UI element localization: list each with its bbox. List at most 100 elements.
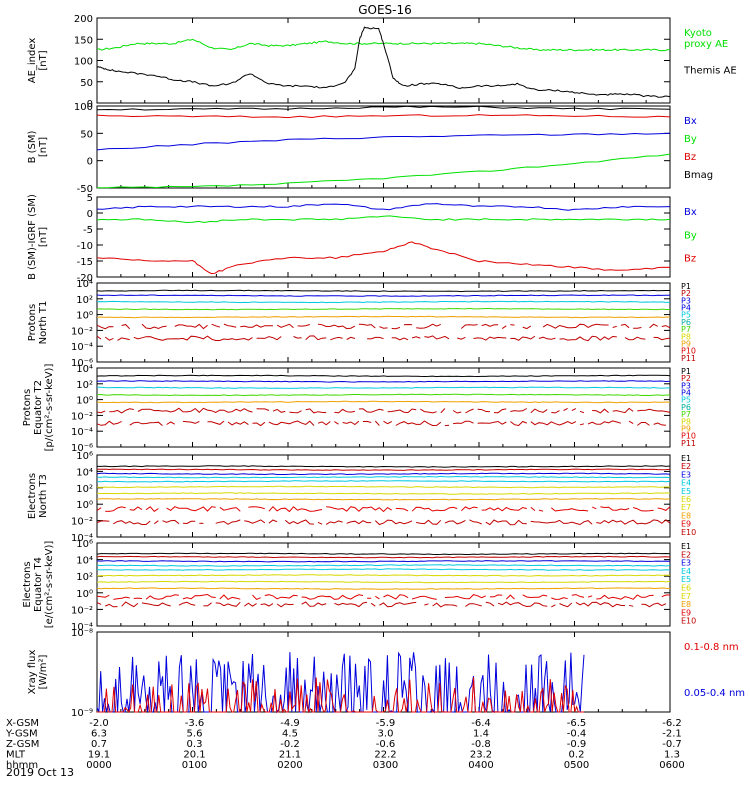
ephem-value: 23.2 bbox=[470, 750, 492, 761]
channel-legend-e1: E1 bbox=[681, 454, 691, 463]
channel-legend-e1: E1 bbox=[681, 542, 691, 551]
panel-2: B (SM)[nT] 100 50 0 -50 Bx By Bz Bmag bbox=[27, 102, 713, 195]
y-tick-label: 150 bbox=[74, 35, 93, 46]
flux-line-5 bbox=[96, 407, 671, 414]
y-tick-label: 10² bbox=[76, 295, 93, 306]
ephem-value: 0200 bbox=[277, 760, 302, 771]
channel-legend-e6: E6 bbox=[681, 584, 691, 593]
channel-legend-p4: P4 bbox=[681, 304, 691, 313]
ephem-value: -2.0 bbox=[89, 718, 109, 729]
y-axis-label: B (SM)[nT] bbox=[27, 130, 49, 163]
ephem-value: -0.6 bbox=[376, 739, 396, 750]
y-tick-label: 10⁻² bbox=[71, 517, 93, 528]
ephem-value: -3.6 bbox=[185, 718, 205, 729]
flux-line-5 bbox=[96, 485, 671, 489]
ephem-label-hhmm: hhmm bbox=[6, 760, 38, 771]
panel-4: ProtonsNorth T1 10⁴ 10² 10⁰ 10⁻² 10⁻⁴ 10⁻⁶ P1P2… bbox=[27, 279, 696, 369]
ephem-label-mlt: MLT bbox=[6, 750, 26, 761]
plot-title: GOES-16 bbox=[358, 3, 412, 17]
legend-label: By bbox=[684, 230, 697, 241]
y-tick-label: 10⁻⁶ bbox=[71, 358, 93, 369]
y-axis-label: ProtonsEquator T2[p/(cm²-s-sr-keV)] bbox=[22, 364, 55, 452]
channel-legend-p2: P2 bbox=[681, 374, 691, 383]
flux-line-8 bbox=[96, 593, 670, 601]
channel-legend-e4: E4 bbox=[681, 567, 691, 576]
flux-line-4 bbox=[96, 480, 671, 483]
ephem-value: 0100 bbox=[182, 760, 207, 771]
ephem-label-x-gsm: X-GSM bbox=[6, 718, 39, 729]
ephem-value: 4.5 bbox=[282, 729, 298, 740]
ephem-value: 3.0 bbox=[378, 729, 394, 740]
ephem-value: -0.2 bbox=[280, 739, 300, 750]
xray-trace-red bbox=[97, 677, 584, 714]
y-tick-label: 0 bbox=[87, 209, 93, 220]
flux-line-2 bbox=[96, 300, 671, 304]
y-tick-label: 10⁻⁴ bbox=[71, 427, 93, 438]
ephem-value: 0000 bbox=[86, 760, 111, 771]
flux-line-3 bbox=[96, 564, 671, 567]
flux-line-8 bbox=[96, 505, 671, 513]
y-tick-label: 10² bbox=[76, 572, 93, 583]
ephem-value: 0400 bbox=[468, 760, 493, 771]
flux-line-4 bbox=[96, 400, 671, 404]
panel-3: B (SM)-IGRF (SM)[nT] 5 0 -5 -10 -15 -20 Bx By Bz bbox=[27, 193, 697, 284]
ephem-value: 22.2 bbox=[374, 750, 396, 761]
flux-line-5 bbox=[96, 574, 671, 577]
flux-line-3 bbox=[96, 393, 671, 397]
channel-legend-p1: P1 bbox=[681, 367, 691, 376]
panel-6: ElectronsNorth T310⁶10⁴10²10⁰10⁻²10⁻⁴E1E… bbox=[27, 451, 696, 544]
channel-legend-e7: E7 bbox=[681, 592, 691, 601]
channel-legend-e7: E7 bbox=[681, 503, 691, 512]
y-tick-label: 10⁻⁸ bbox=[71, 628, 93, 639]
ephem-value: -0.9 bbox=[567, 739, 587, 750]
y-tick-label: 10² bbox=[76, 380, 93, 391]
series-line-1 bbox=[96, 215, 671, 224]
channel-legend-p11: P11 bbox=[681, 354, 696, 363]
xray-legend-1: 0.05-0.4 nm bbox=[684, 688, 745, 699]
channel-legend-e10: E10 bbox=[681, 528, 696, 537]
y-tick-label: 10⁻² bbox=[71, 411, 93, 422]
date-label: 2019 Oct 13 bbox=[6, 766, 74, 779]
ephem-value: -0.8 bbox=[471, 739, 491, 750]
y-axis-label: B (SM)-IGRF (SM)[nT] bbox=[27, 194, 49, 280]
y-tick-label: -5 bbox=[83, 225, 93, 236]
legend-label: Kyoto proxy AE bbox=[684, 28, 728, 50]
panel-frame bbox=[96, 542, 671, 627]
y-tick-label: 10⁴ bbox=[76, 364, 93, 375]
flux-line-2 bbox=[96, 386, 671, 389]
legend-label: Bz bbox=[684, 152, 696, 163]
legend-label: Bx bbox=[684, 116, 697, 127]
flux-line-6 bbox=[97, 421, 670, 426]
ephem-value: 6.3 bbox=[91, 729, 107, 740]
y-tick-label: 50 bbox=[80, 78, 93, 89]
y-tick-label: 200 bbox=[74, 14, 93, 25]
ephem-value: 21.1 bbox=[279, 750, 301, 761]
series-line-3 bbox=[96, 105, 671, 111]
ephem-value: -2.1 bbox=[662, 729, 682, 740]
ephem-value: 1.4 bbox=[473, 729, 489, 740]
flux-line-7 bbox=[96, 498, 671, 501]
channel-legend-e5: E5 bbox=[681, 575, 691, 584]
y-tick-label: 100 bbox=[74, 57, 93, 68]
flux-line-5 bbox=[96, 323, 671, 330]
flux-line-1 bbox=[96, 294, 670, 297]
xray-legend-0: 0.1-0.8 nm bbox=[684, 642, 739, 653]
flux-line-4 bbox=[96, 315, 671, 319]
y-tick-label: 0 bbox=[87, 157, 93, 168]
y-tick-label: 10⁶ bbox=[76, 451, 93, 462]
series-line-1 bbox=[96, 26, 671, 98]
y-tick-label: 10⁻² bbox=[71, 605, 93, 616]
panel-1: AE_index[nT] 200 150 100 50 0 Kyoto proxy AE The… bbox=[27, 14, 737, 110]
ephem-label-z-gsm: Z-GSM bbox=[6, 739, 39, 750]
y-tick-label: -10 bbox=[77, 241, 93, 252]
ephem-value: -4.9 bbox=[280, 718, 300, 729]
channel-legend-e4: E4 bbox=[681, 479, 691, 488]
channel-legend-p1: P1 bbox=[681, 282, 691, 291]
channel-legend-e6: E6 bbox=[681, 495, 691, 504]
channel-legend-p10: P10 bbox=[681, 347, 696, 356]
channel-legend-p6: P6 bbox=[681, 318, 691, 327]
y-tick-label: 10⁻⁶ bbox=[71, 443, 93, 454]
flux-line-9 bbox=[97, 602, 670, 607]
